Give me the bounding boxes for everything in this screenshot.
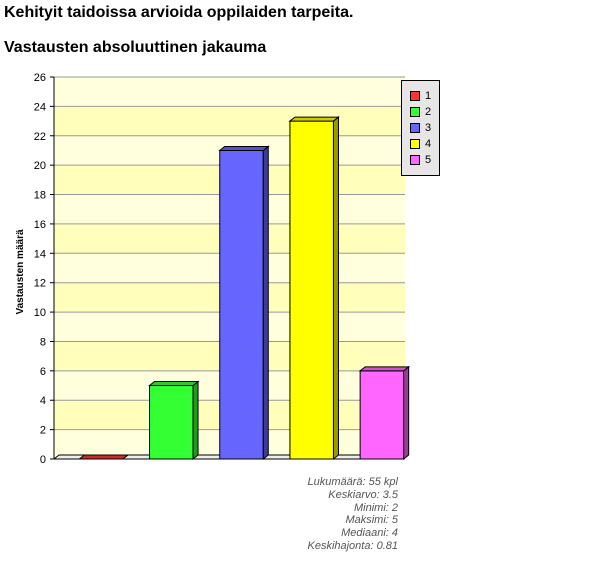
legend-item: 4 [410, 136, 439, 152]
legend-label: 2 [425, 106, 432, 118]
legend-item: 1 [410, 88, 439, 104]
y-tick-label: 18 [34, 190, 46, 202]
legend-item: 5 [410, 152, 439, 168]
stat-median: Mediaani: 4 [341, 527, 398, 540]
y-tick-label: 6 [40, 366, 46, 378]
stat-mean: Keskiarvo: 3.5 [328, 488, 398, 501]
y-tick-label: 24 [34, 101, 46, 113]
plot-band [54, 77, 405, 107]
bars [77, 116, 411, 461]
stat-max: Maksimi: 5 [345, 514, 398, 527]
bar-category-4 [288, 116, 340, 461]
plot-band [54, 106, 405, 136]
legend-swatch [410, 155, 420, 165]
stat-min: Minimi: 2 [353, 501, 398, 514]
legend-label: 4 [425, 138, 432, 150]
bar-category-2 [148, 380, 200, 461]
bar-side [403, 365, 410, 461]
bar-front [289, 120, 334, 460]
y-tick-label: 22 [34, 131, 46, 143]
y-tick-label: 4 [40, 395, 46, 407]
statistics-summary: Lukumäärä: 55 kpl Keskiarvo: 3.5 Minimi:… [307, 476, 398, 553]
bar-top [77, 454, 130, 460]
stat-stddev: Keskihajonta: 0.81 [307, 539, 398, 552]
y-tick-label: 20 [34, 160, 46, 172]
chart-title: Vastausten absoluuttinen jakauma [4, 39, 267, 56]
legend-label: 3 [425, 122, 432, 134]
bar-side [332, 116, 339, 461]
y-axis-label: Vastausten määrä [15, 229, 26, 314]
legend-swatch [410, 123, 420, 133]
bar-top [288, 116, 340, 122]
bar-side [262, 145, 269, 461]
legend-swatch [410, 107, 420, 117]
legend-label: 1 [425, 90, 432, 102]
y-tick-label: 26 [34, 72, 46, 84]
y-tick-label: 16 [34, 219, 46, 231]
bar-front [149, 385, 194, 460]
y-tick-label: 14 [34, 248, 46, 260]
legend-item: 3 [410, 120, 439, 136]
y-tick-label: 10 [34, 307, 46, 319]
page-title: Kehityit taidoissa arvioida oppilaiden t… [4, 4, 354, 21]
bar-category-1 [77, 454, 130, 460]
bar-category-3 [218, 145, 270, 461]
y-tick-label: 8 [40, 336, 46, 348]
y-tick-label: 12 [34, 278, 46, 290]
bar-front [219, 149, 264, 460]
legend: 1 2 3 4 5 [401, 80, 440, 176]
y-tick-label: 2 [40, 425, 46, 437]
legend-swatch [410, 91, 420, 101]
bar-category-5 [358, 365, 411, 461]
bar-front [359, 370, 405, 460]
bar-top [358, 366, 411, 372]
legend-item: 2 [410, 104, 439, 120]
legend-label: 5 [425, 154, 432, 166]
bar-top [218, 145, 270, 151]
bar-top [148, 381, 200, 387]
legend-swatch [410, 139, 420, 149]
bar-side [192, 380, 199, 461]
y-tick-label: 0 [40, 454, 46, 466]
stat-count: Lukumäärä: 55 kpl [307, 476, 399, 488]
